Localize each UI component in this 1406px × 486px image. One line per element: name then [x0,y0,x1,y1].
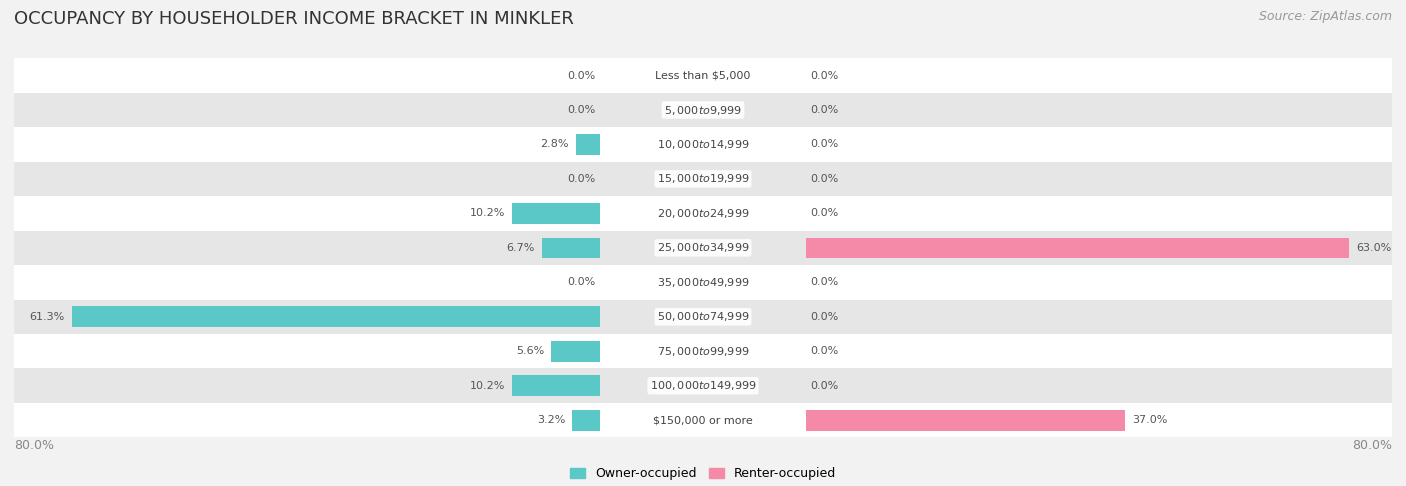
Bar [551,341,599,362]
Bar [14,127,1392,162]
Text: 0.0%: 0.0% [811,312,839,322]
Text: 0.0%: 0.0% [811,208,839,218]
Text: 63.0%: 63.0% [1355,243,1391,253]
Text: 0.0%: 0.0% [811,381,839,391]
Text: 6.7%: 6.7% [506,243,536,253]
Bar [14,368,1392,403]
Bar [512,375,599,396]
Bar [14,231,1392,265]
Bar [541,238,599,258]
Text: 3.2%: 3.2% [537,415,565,425]
Text: 5.6%: 5.6% [516,346,544,356]
Text: $50,000 to $74,999: $50,000 to $74,999 [657,310,749,323]
Text: 0.0%: 0.0% [567,105,595,115]
Bar [14,403,1392,437]
Bar [14,162,1392,196]
Text: $5,000 to $9,999: $5,000 to $9,999 [664,104,742,117]
Text: $15,000 to $19,999: $15,000 to $19,999 [657,173,749,186]
Bar [14,196,1392,231]
Text: 0.0%: 0.0% [811,346,839,356]
Text: $150,000 or more: $150,000 or more [654,415,752,425]
Text: $75,000 to $99,999: $75,000 to $99,999 [657,345,749,358]
Text: $25,000 to $34,999: $25,000 to $34,999 [657,242,749,254]
Bar [575,134,599,155]
Text: 0.0%: 0.0% [811,278,839,287]
Bar [14,265,1392,299]
Text: $35,000 to $49,999: $35,000 to $49,999 [657,276,749,289]
Bar [807,410,1125,431]
Text: 0.0%: 0.0% [811,70,839,81]
Text: 0.0%: 0.0% [811,139,839,150]
Text: 0.0%: 0.0% [567,278,595,287]
Text: 61.3%: 61.3% [30,312,65,322]
Text: $20,000 to $24,999: $20,000 to $24,999 [657,207,749,220]
Text: $100,000 to $149,999: $100,000 to $149,999 [650,379,756,392]
Text: OCCUPANCY BY HOUSEHOLDER INCOME BRACKET IN MINKLER: OCCUPANCY BY HOUSEHOLDER INCOME BRACKET … [14,10,574,28]
Text: 80.0%: 80.0% [1353,439,1392,452]
Bar [512,203,599,224]
Bar [14,93,1392,127]
Text: 10.2%: 10.2% [470,381,505,391]
Text: 0.0%: 0.0% [811,105,839,115]
Bar [14,299,1392,334]
Legend: Owner-occupied, Renter-occupied: Owner-occupied, Renter-occupied [569,468,837,481]
Bar [72,307,599,327]
Text: Less than $5,000: Less than $5,000 [655,70,751,81]
Text: Source: ZipAtlas.com: Source: ZipAtlas.com [1258,10,1392,23]
Bar [14,334,1392,368]
Bar [14,58,1392,93]
Text: 0.0%: 0.0% [567,174,595,184]
Text: 10.2%: 10.2% [470,208,505,218]
Text: 0.0%: 0.0% [811,174,839,184]
Text: $10,000 to $14,999: $10,000 to $14,999 [657,138,749,151]
Text: 80.0%: 80.0% [14,439,53,452]
Bar [807,238,1348,258]
Bar [572,410,599,431]
Text: 0.0%: 0.0% [567,70,595,81]
Text: 37.0%: 37.0% [1132,415,1167,425]
Text: 2.8%: 2.8% [540,139,568,150]
